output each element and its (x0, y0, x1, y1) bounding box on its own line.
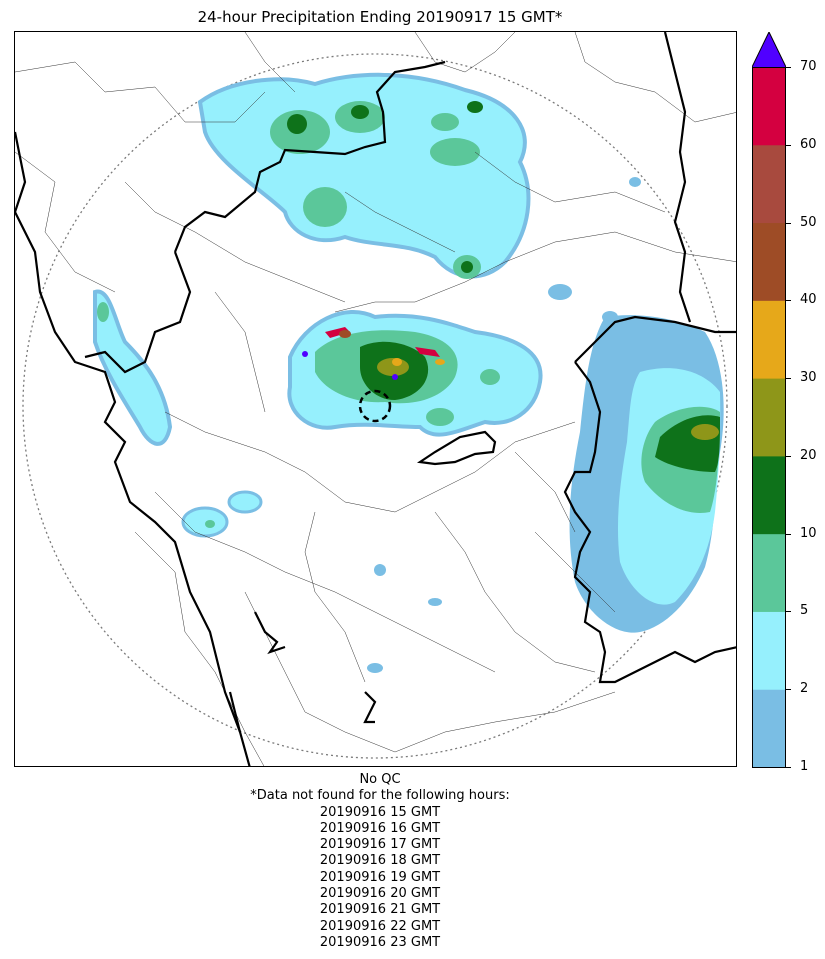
colorbar-tick-label: 50 (800, 214, 817, 230)
colorbar-bin-2-5 (752, 611, 786, 690)
colorbar-tick-label: 70 (800, 59, 817, 74)
colorbar-extend-arrow (752, 32, 786, 67)
missing-hour-item: 20190916 17 GMT (319, 837, 441, 853)
colorbar-bin-10-20 (752, 455, 786, 535)
missing-hour-item: 20190916 19 GMT (319, 869, 441, 885)
colorbar-tick-label: 30 (800, 370, 817, 386)
precipitation-map[interactable] (14, 31, 737, 767)
colorbar-bin-20-30 (752, 378, 786, 457)
missing-hours-list: 20190916 15 GMT 20190916 16 GMT 20190916 1… (0, 805, 760, 952)
colorbar (752, 32, 786, 768)
missing-hour-item: 20190916 23 GMT (319, 934, 441, 950)
colorbar-bin-30-40 (752, 300, 786, 379)
colorbar-bin-1-2 (752, 689, 786, 768)
colorbar-tick-mark (786, 67, 791, 68)
missing-hour-item: 20190916 22 GMT (319, 918, 441, 934)
precip-isolated-cells (367, 177, 641, 673)
colorbar-tick-label: 10 (800, 525, 817, 541)
colorbar-tick-label: 20 (800, 447, 817, 463)
colorbar-bin-50-60 (752, 144, 786, 224)
radar-site-marker (358, 389, 392, 423)
missing-hour-item: 20190916 20 GMT (319, 886, 441, 902)
colorbar-bin-60-70 (752, 67, 786, 146)
precip-field-central (287, 310, 543, 437)
colorbar-tick-mark (786, 300, 791, 302)
colorbar-tick-mark (786, 767, 791, 768)
qc-note: No QC (359, 772, 401, 787)
colorbar-tick-mark (786, 533, 791, 535)
colorbar-outline (752, 67, 786, 768)
precip-field-north (197, 72, 531, 279)
colorbar-bins (752, 67, 786, 768)
colorbar-tick-label: 5 (800, 603, 809, 619)
precip-field-east (569, 315, 724, 633)
colorbar-tick-mark (786, 144, 791, 146)
colorbar-tick-label: 1 (800, 759, 809, 774)
colorbar-tick-mark (786, 611, 791, 613)
map-canvas (15, 32, 736, 766)
colorbar-tick-mark (786, 689, 791, 691)
colorbar-tick-label: 60 (800, 136, 817, 152)
colorbar-tick-mark (786, 378, 791, 380)
missing-hour-item: 20190916 15 GMT (319, 804, 441, 820)
colorbar-tick-label: 40 (800, 292, 817, 308)
colorbar-tick-mark (786, 455, 791, 457)
missing-hour-item: 20190916 16 GMT (319, 820, 441, 836)
missing-data-header: *Data not found for the following hours: (250, 788, 510, 804)
map-title: 24-hour Precipitation Ending 20190917 15… (197, 8, 563, 26)
state-boundaries (15, 32, 736, 766)
colorbar-bin-40-50 (752, 222, 786, 301)
missing-hour-item: 20190916 21 GMT (319, 902, 441, 918)
notes-block: No QC *Data not found for the following … (0, 772, 760, 951)
precip-field-west-coast (93, 289, 263, 538)
colorbar-tick-mark (786, 222, 791, 224)
colorbar-bin-5-10 (752, 533, 786, 612)
district-boundaries (15, 32, 736, 766)
missing-hour-item: 20190916 18 GMT (319, 853, 441, 869)
colorbar-tick-label: 2 (800, 681, 809, 697)
radar-range-ring (22, 53, 728, 759)
